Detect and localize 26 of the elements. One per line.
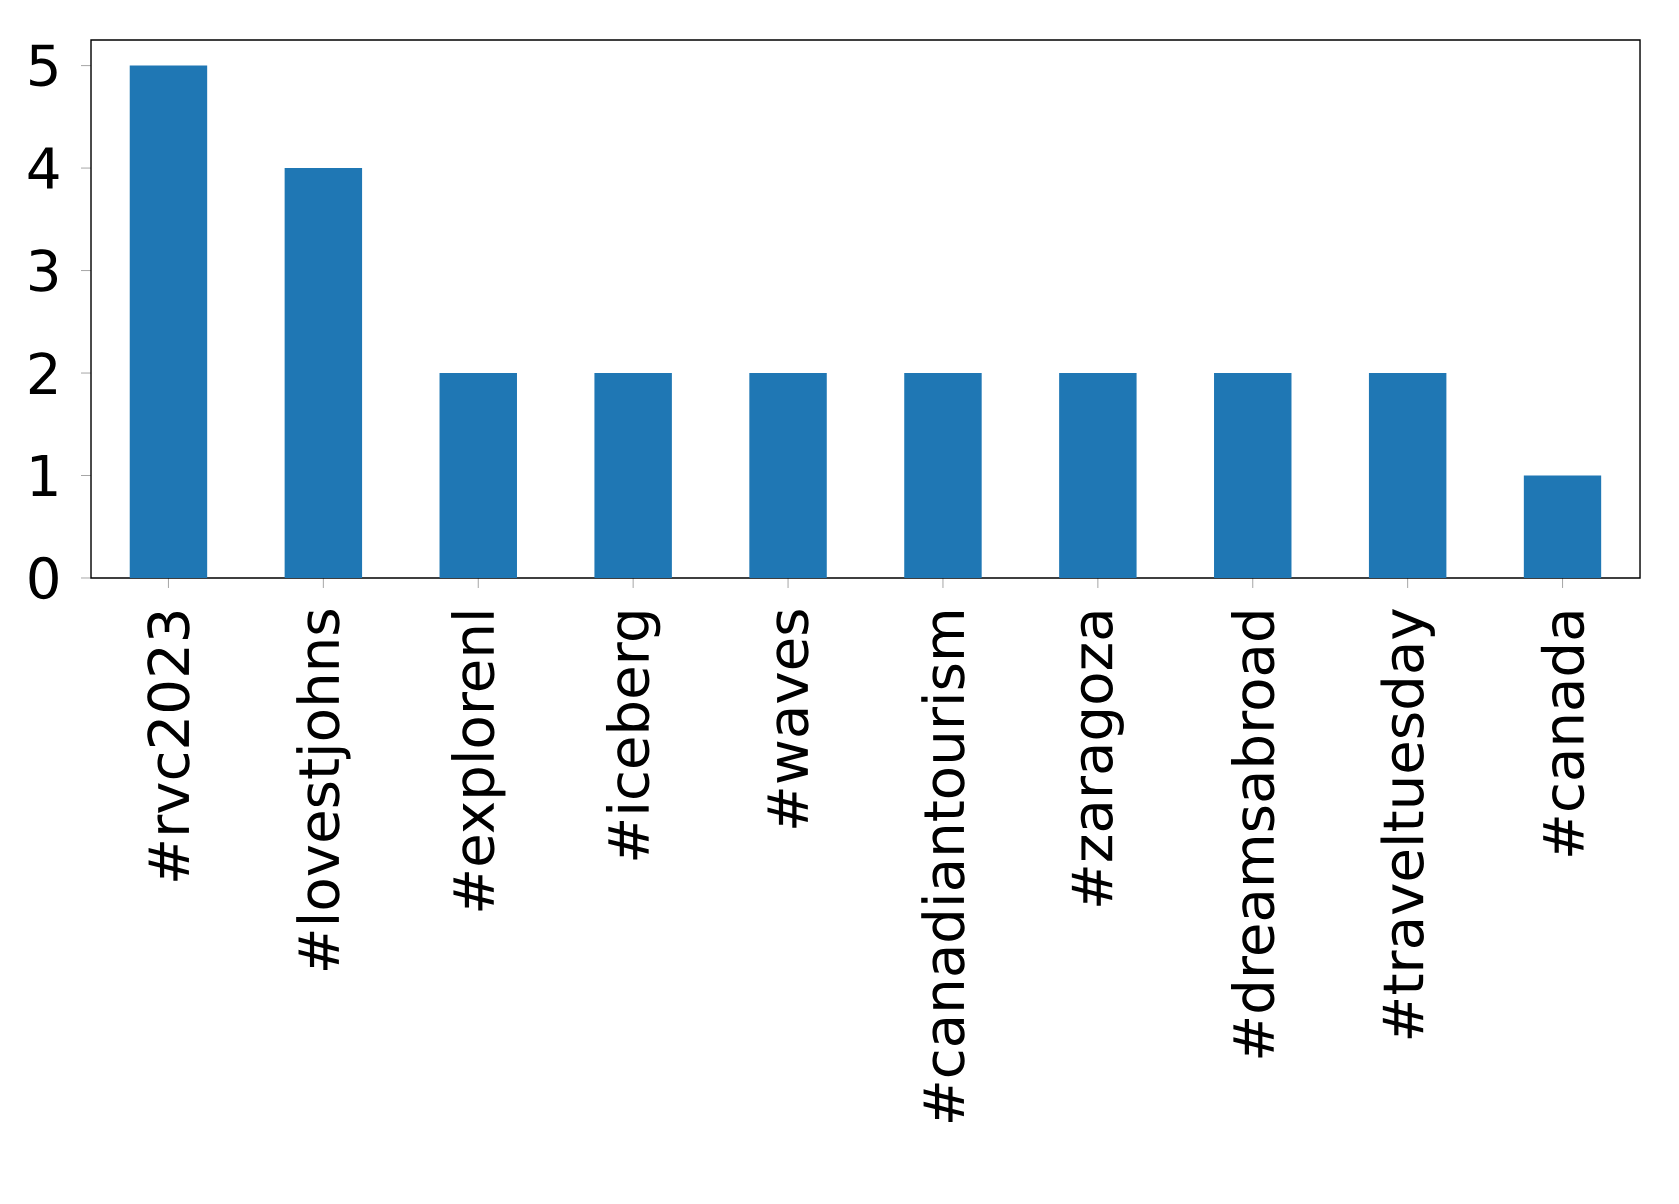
- y-tick-label: 4: [28, 147, 59, 189]
- bar: [1214, 373, 1292, 578]
- bar: [594, 373, 672, 578]
- y-tick-label: 2: [29, 352, 56, 394]
- x-tick-label: #canadiantourism: [921, 612, 965, 1123]
- y-tick-label: 5: [30, 44, 57, 87]
- bar: [1368, 373, 1447, 578]
- x-tick-label: #explorenl: [451, 612, 506, 911]
- bar: [1059, 373, 1137, 578]
- bar: [439, 373, 517, 578]
- x-tick-label: #rvc2023: [147, 611, 190, 881]
- x-tick-label: #dreamsabroad: [1231, 612, 1275, 1058]
- y-tick-label: 0: [29, 556, 58, 600]
- x-tick-label: #iceberg: [605, 612, 661, 860]
- bar: [904, 373, 982, 578]
- bar: [284, 168, 363, 578]
- y-tick-label: 3: [30, 249, 58, 292]
- x-tick-label: #lovestjohns: [296, 610, 351, 971]
- y-tick-label: 1: [31, 455, 57, 497]
- bar: [1523, 475, 1602, 578]
- x-tick-label: #canada: [1540, 612, 1585, 856]
- x-tick-label: #zaragoza: [1071, 612, 1124, 906]
- bar: [749, 373, 827, 578]
- bar: [129, 65, 208, 578]
- x-tick-label: #traveltuesday: [1380, 609, 1435, 1039]
- x-tick-label: #waves: [767, 610, 809, 828]
